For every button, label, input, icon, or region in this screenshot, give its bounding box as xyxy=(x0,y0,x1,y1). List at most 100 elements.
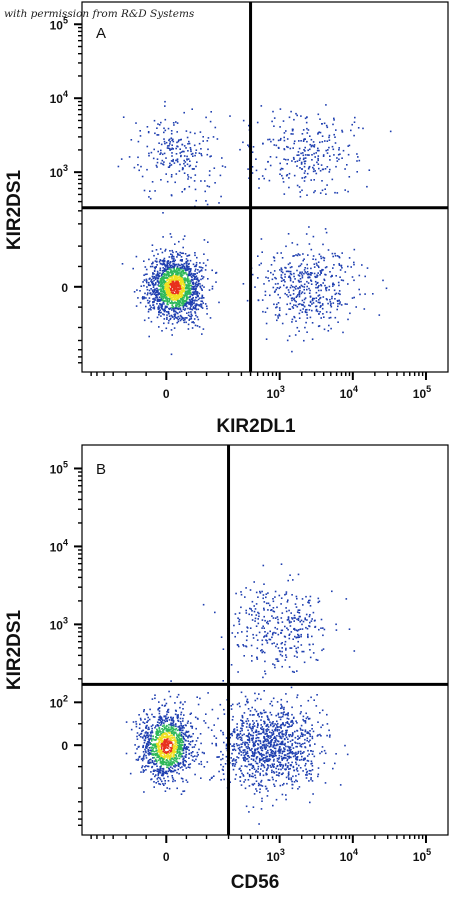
event-dot xyxy=(309,744,311,746)
event-dot xyxy=(287,767,289,769)
event-dot xyxy=(184,790,186,792)
event-dot xyxy=(164,250,166,252)
event-dot xyxy=(292,788,294,790)
event-dot xyxy=(366,186,368,188)
event-dot xyxy=(310,657,312,659)
event-dot xyxy=(288,762,290,764)
event-dot xyxy=(180,293,182,295)
event-dot xyxy=(329,734,331,736)
event-dot xyxy=(185,322,187,324)
event-dot xyxy=(179,152,181,154)
event-dot xyxy=(177,716,179,718)
event-dot xyxy=(166,311,168,313)
event-dot xyxy=(159,722,161,724)
event-dot xyxy=(322,244,324,246)
y-tick-label: 0 xyxy=(61,281,68,295)
event-dot xyxy=(297,743,299,745)
event-dot xyxy=(178,309,180,311)
event-dot xyxy=(293,752,295,754)
event-dot xyxy=(153,786,155,788)
event-dot xyxy=(248,747,250,749)
event-dot xyxy=(297,160,299,162)
event-dot xyxy=(151,714,153,716)
event-dot xyxy=(304,765,306,767)
event-dot xyxy=(236,736,238,738)
event-dot xyxy=(161,263,163,265)
event-dot xyxy=(180,296,182,298)
event-dot xyxy=(264,747,266,749)
event-dot xyxy=(282,168,284,170)
event-dot xyxy=(265,748,267,750)
event-dot xyxy=(251,707,253,709)
event-dot xyxy=(164,318,166,320)
event-dot xyxy=(154,694,156,696)
event-dot xyxy=(178,264,180,266)
event-dot xyxy=(316,173,318,175)
event-dot xyxy=(283,158,285,160)
event-dot xyxy=(140,771,142,773)
event-dot xyxy=(314,266,316,268)
event-dot xyxy=(173,122,175,124)
event-dot xyxy=(146,169,148,171)
event-dot xyxy=(191,755,193,757)
event-dot xyxy=(190,722,192,724)
event-dot xyxy=(278,140,280,142)
event-dot xyxy=(139,290,141,292)
event-dot xyxy=(236,743,238,745)
event-dot xyxy=(282,736,284,738)
event-dot xyxy=(308,129,310,131)
event-dot xyxy=(174,314,176,316)
event-dot xyxy=(350,130,352,132)
event-dot xyxy=(242,715,244,717)
event-dot xyxy=(200,743,202,745)
event-dot xyxy=(174,287,176,289)
event-dot xyxy=(170,762,172,764)
event-dot xyxy=(182,730,184,732)
event-dot xyxy=(173,290,175,292)
event-dot xyxy=(249,741,251,743)
event-dot xyxy=(295,334,297,336)
event-dot xyxy=(167,284,169,286)
event-dot xyxy=(246,701,248,703)
event-dot xyxy=(267,790,269,792)
credit-text: with permission from R&D Systems xyxy=(4,8,194,20)
event-dot xyxy=(166,767,168,769)
event-dot xyxy=(253,756,255,758)
event-dot xyxy=(179,292,181,294)
event-dot xyxy=(230,757,232,759)
event-dot xyxy=(183,736,185,738)
event-dot xyxy=(169,139,171,141)
event-dot xyxy=(261,800,263,802)
event-dot xyxy=(163,733,165,735)
event-dot xyxy=(132,268,134,270)
event-dot xyxy=(183,748,185,750)
event-dot xyxy=(183,738,185,740)
event-dot xyxy=(143,709,145,711)
event-dot xyxy=(146,279,148,281)
event-dot xyxy=(164,280,166,282)
event-dot xyxy=(245,753,247,755)
event-dot xyxy=(281,738,283,740)
event-dot xyxy=(312,298,314,300)
event-dot xyxy=(317,148,319,150)
event-dot xyxy=(317,272,319,274)
event-dot xyxy=(161,705,163,707)
event-dot xyxy=(292,733,294,735)
event-dot xyxy=(288,308,290,310)
event-dot xyxy=(189,271,191,273)
event-dot xyxy=(196,756,198,758)
event-dot xyxy=(293,304,295,306)
event-dot xyxy=(155,292,157,294)
event-dot xyxy=(188,312,190,314)
event-dot xyxy=(264,745,266,747)
event-dot xyxy=(182,755,184,757)
event-dot xyxy=(295,746,297,748)
event-dot xyxy=(129,156,131,158)
event-dot xyxy=(265,738,267,740)
event-dot xyxy=(148,749,150,751)
event-dot xyxy=(197,285,199,287)
event-dot xyxy=(163,729,165,731)
event-dot xyxy=(293,307,295,309)
event-dot xyxy=(165,772,167,774)
event-dot xyxy=(318,132,320,134)
